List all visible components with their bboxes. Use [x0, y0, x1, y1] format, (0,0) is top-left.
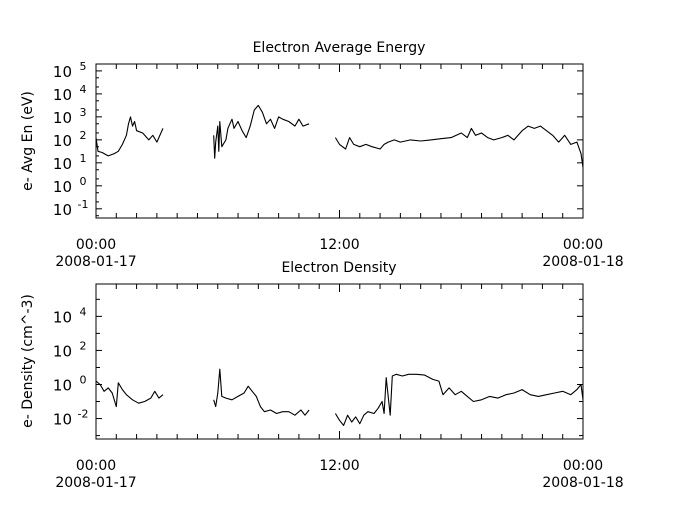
energy-y-tick-exponent: -1: [78, 198, 89, 211]
density-y-tick-exponent: 0: [80, 373, 87, 386]
energy-series: [95, 104, 584, 168]
density-y-tick-label: 10: [53, 376, 72, 394]
energy-x-tick-date: 2008-01-17: [55, 254, 136, 270]
energy-y-tick-exponent: 5: [80, 60, 87, 73]
energy-y-tick-exponent: 1: [80, 152, 87, 165]
density-y-tick-exponent: 4: [80, 305, 87, 318]
energy-y-tick-label: 10: [53, 178, 72, 196]
energy-y-tick-label: 10: [53, 86, 72, 104]
energy-y-tick-exponent: 3: [80, 106, 87, 119]
energy-series-segment: [95, 116, 164, 157]
energy-y-axis-label: e- Avg En (eV): [20, 91, 36, 191]
energy-y-tick-label: 10: [53, 132, 72, 150]
energy-x-tick-time: 00:00: [76, 237, 116, 253]
density-series-segment: [95, 380, 164, 408]
energy-y-tick-label: 10: [53, 63, 72, 81]
density-x-tick-date: 2008-01-17: [55, 475, 136, 491]
energy-x-tick-date: 2008-01-18: [542, 254, 623, 270]
density-x-tick-time: 12:00: [319, 458, 359, 474]
density-y-tick-exponent: -2: [78, 408, 89, 421]
density-series-segment: [334, 373, 584, 426]
density-series-segment: [213, 368, 310, 416]
density-y-ticks: 10 -2 10 0 10 2 10 4: [53, 298, 583, 437]
density-y-tick-exponent: 2: [80, 339, 87, 352]
density-x-tick-time: 00:00: [563, 458, 603, 474]
energy-y-tick-label: 10: [53, 155, 72, 173]
density-y-tick-label: 10: [53, 342, 72, 360]
density-y-tick-label: 10: [53, 308, 72, 326]
density-x-tick-date: 2008-01-18: [542, 475, 623, 491]
density-y-axis-label: e- Density (cm^-3): [20, 294, 36, 428]
energy-panel: Electron Average Energy e- Avg En (eV) 1…: [20, 40, 624, 270]
energy-series-segment: [213, 104, 310, 159]
energy-chart-title: Electron Average Energy: [253, 40, 426, 56]
energy-y-tick-exponent: 0: [80, 175, 87, 188]
density-x-tick-time: 00:00: [76, 458, 116, 474]
density-y-tick-label: 10: [53, 411, 72, 429]
energy-y-ticks: 10 -1 10 0 10 1 10 2 10 3 10 4 10 5: [53, 60, 583, 219]
energy-y-tick-exponent: 4: [80, 83, 87, 96]
energy-y-tick-exponent: 2: [80, 129, 87, 142]
energy-x-tick-time: 12:00: [319, 237, 359, 253]
density-series: [95, 368, 584, 426]
energy-y-tick-label: 10: [53, 109, 72, 127]
density-chart-title: Electron Density: [281, 260, 396, 276]
density-panel: Electron Density e- Density (cm^-3) 10 -2…: [20, 260, 624, 491]
energy-series-segment: [334, 125, 584, 168]
energy-x-tick-time: 00:00: [563, 237, 603, 253]
energy-y-tick-label: 10: [53, 201, 72, 219]
